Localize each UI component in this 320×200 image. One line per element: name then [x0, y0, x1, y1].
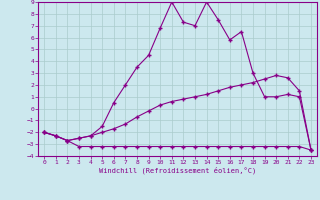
X-axis label: Windchill (Refroidissement éolien,°C): Windchill (Refroidissement éolien,°C)	[99, 167, 256, 174]
